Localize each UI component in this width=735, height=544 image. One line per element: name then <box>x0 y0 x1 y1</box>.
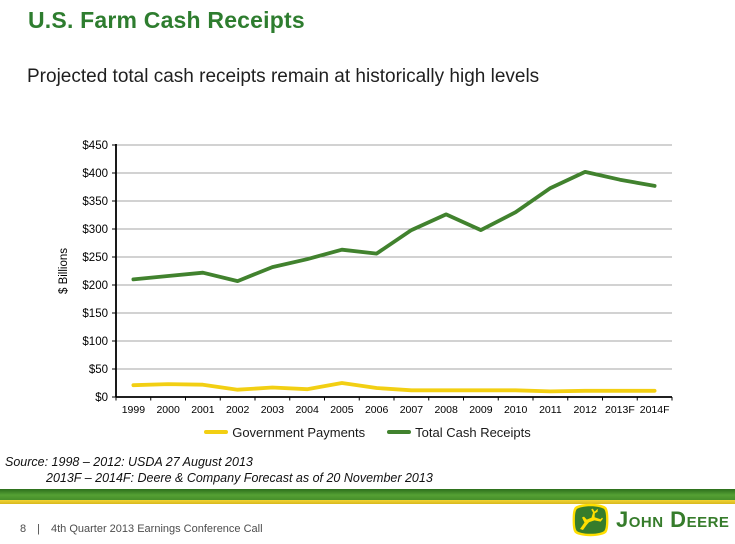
accent-bar-yellow <box>0 500 735 504</box>
footer-separator: | <box>37 523 40 535</box>
legend-item-government-payments: Government Payments <box>204 425 365 440</box>
y-axis-tick-label: $200 <box>82 280 108 292</box>
y-axis-tick-label: $350 <box>82 196 108 208</box>
source-note: Source: 1998 – 2012: USDA 27 August 2013… <box>5 454 433 486</box>
legend-label-government-payments: Government Payments <box>232 424 366 440</box>
source-line-2: 2013F – 2014F: Deere & Company Forecast … <box>46 471 433 485</box>
legend-swatch-green <box>387 430 412 434</box>
source-line-1: Source: 1998 – 2012: USDA 27 August 2013 <box>5 455 253 469</box>
chart-legend: Government Payments Total Cash Receipts <box>0 423 735 441</box>
footer-label: 4th Quarter 2013 Earnings Conference Cal… <box>50 523 263 535</box>
x-axis-tick-label: 2003 <box>261 404 285 416</box>
legend-item-total-cash-receipts: Total Cash Receipts <box>387 425 531 440</box>
john-deere-wordmark: John Deere <box>616 507 730 532</box>
x-axis-tick-label: 2004 <box>295 404 319 416</box>
y-axis-tick-label: $50 <box>89 364 108 376</box>
series-line-total-cash-receipts <box>131 170 657 284</box>
deer-shield-icon <box>572 503 609 537</box>
footer: 8 | 4th Quarter 2013 Earnings Conference… <box>20 523 263 535</box>
x-axis-tick-label: 2001 <box>191 404 215 416</box>
x-axis-tick-label: 2008 <box>434 404 458 416</box>
series-line-government-payments <box>131 381 657 394</box>
accent-bar-green <box>0 489 735 500</box>
legend-swatch-yellow <box>204 430 229 434</box>
john-deere-logo: John Deere <box>572 503 729 537</box>
x-axis-tick-label: 2000 <box>156 404 180 416</box>
y-axis-tick-label: $300 <box>82 224 108 236</box>
legend-label-total-cash-receipts: Total Cash Receipts <box>415 424 531 440</box>
page-number: 8 <box>20 523 27 535</box>
y-axis-tick-label: $400 <box>82 168 108 180</box>
x-axis-tick-label: 2012 <box>573 404 597 416</box>
x-axis-tick-label: 2006 <box>365 404 389 416</box>
x-axis-tick-label: 2010 <box>504 404 528 416</box>
x-axis-tick-label: 1999 <box>122 404 146 416</box>
farm-cash-receipts-chart: $450 $400 $350 $300 $250 $200 $150 $100 $50 $0 199… <box>0 130 735 422</box>
y-axis-title: $ Billions <box>58 248 70 294</box>
y-axis-tick-label: $0 <box>95 392 108 404</box>
slide-subtitle: Projected total cash receipts remain at … <box>27 66 540 87</box>
chart-canvas: $450 $400 $350 $300 $250 $200 $150 $100 $50 $0 199… <box>58 140 673 416</box>
footer-accent-bar <box>0 489 735 504</box>
y-axis-tick-label: $250 <box>82 252 108 264</box>
x-axis-tick-label: 2005 <box>330 404 354 416</box>
x-axis-tick-label: 2014F <box>640 404 670 416</box>
x-axis-tick-label: 2013F <box>605 404 635 416</box>
y-axis-tick-label: $100 <box>82 336 108 348</box>
x-axis-tick-label: 2002 <box>226 404 250 416</box>
y-axis-tick-label: $450 <box>82 140 108 152</box>
x-axis-tick-label: 2009 <box>469 404 493 416</box>
page-title: U.S. Farm Cash Receipts <box>28 7 305 33</box>
x-axis-tick-label: 2011 <box>539 404 562 416</box>
x-axis-tick-label: 2007 <box>400 404 424 416</box>
y-axis-tick-label: $150 <box>82 308 108 320</box>
